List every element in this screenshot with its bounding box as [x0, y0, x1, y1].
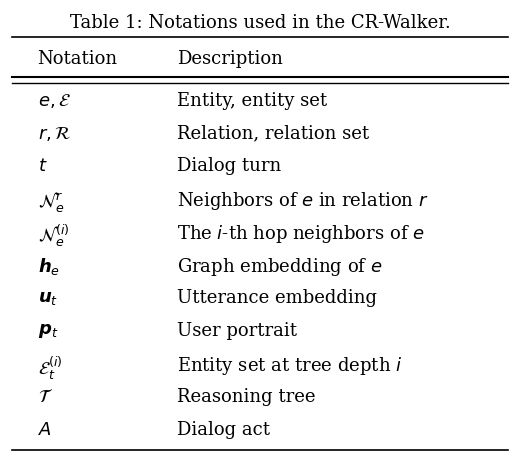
- Text: Dialog act: Dialog act: [177, 421, 270, 439]
- Text: Table 1: Notations used in the CR-Walker.: Table 1: Notations used in the CR-Walker…: [70, 14, 450, 32]
- Text: Utterance embedding: Utterance embedding: [177, 289, 377, 307]
- Text: $r, \mathcal{R}$: $r, \mathcal{R}$: [37, 124, 71, 143]
- Text: $t$: $t$: [37, 158, 47, 176]
- Text: $\mathcal{N}_e^{(i)}$: $\mathcal{N}_e^{(i)}$: [37, 223, 69, 249]
- Text: Entity set at tree depth $i$: Entity set at tree depth $i$: [177, 355, 402, 377]
- Text: $e, \mathcal{E}$: $e, \mathcal{E}$: [37, 92, 71, 110]
- Text: $\mathcal{N}_e^r$: $\mathcal{N}_e^r$: [37, 191, 64, 214]
- Text: The $i$-th hop neighbors of $e$: The $i$-th hop neighbors of $e$: [177, 223, 425, 245]
- Text: Neighbors of $e$ in relation $r$: Neighbors of $e$ in relation $r$: [177, 191, 429, 212]
- Text: Dialog turn: Dialog turn: [177, 158, 281, 176]
- Text: Relation, relation set: Relation, relation set: [177, 124, 369, 143]
- Text: $\mathcal{E}_t^{(i)}$: $\mathcal{E}_t^{(i)}$: [37, 355, 62, 382]
- Text: Graph embedding of $e$: Graph embedding of $e$: [177, 256, 383, 278]
- Text: Entity, entity set: Entity, entity set: [177, 92, 328, 110]
- Text: $\mathcal{T}$: $\mathcal{T}$: [37, 388, 53, 406]
- Text: $\boldsymbol{h}_e$: $\boldsymbol{h}_e$: [37, 256, 60, 277]
- Text: $\boldsymbol{u}_t$: $\boldsymbol{u}_t$: [37, 289, 58, 307]
- Text: Reasoning tree: Reasoning tree: [177, 388, 316, 406]
- Text: User portrait: User portrait: [177, 322, 297, 340]
- Text: Description: Description: [177, 50, 283, 68]
- Text: Notation: Notation: [37, 50, 118, 68]
- Text: $\boldsymbol{p}_t$: $\boldsymbol{p}_t$: [37, 322, 58, 340]
- Text: $A$: $A$: [37, 421, 51, 439]
